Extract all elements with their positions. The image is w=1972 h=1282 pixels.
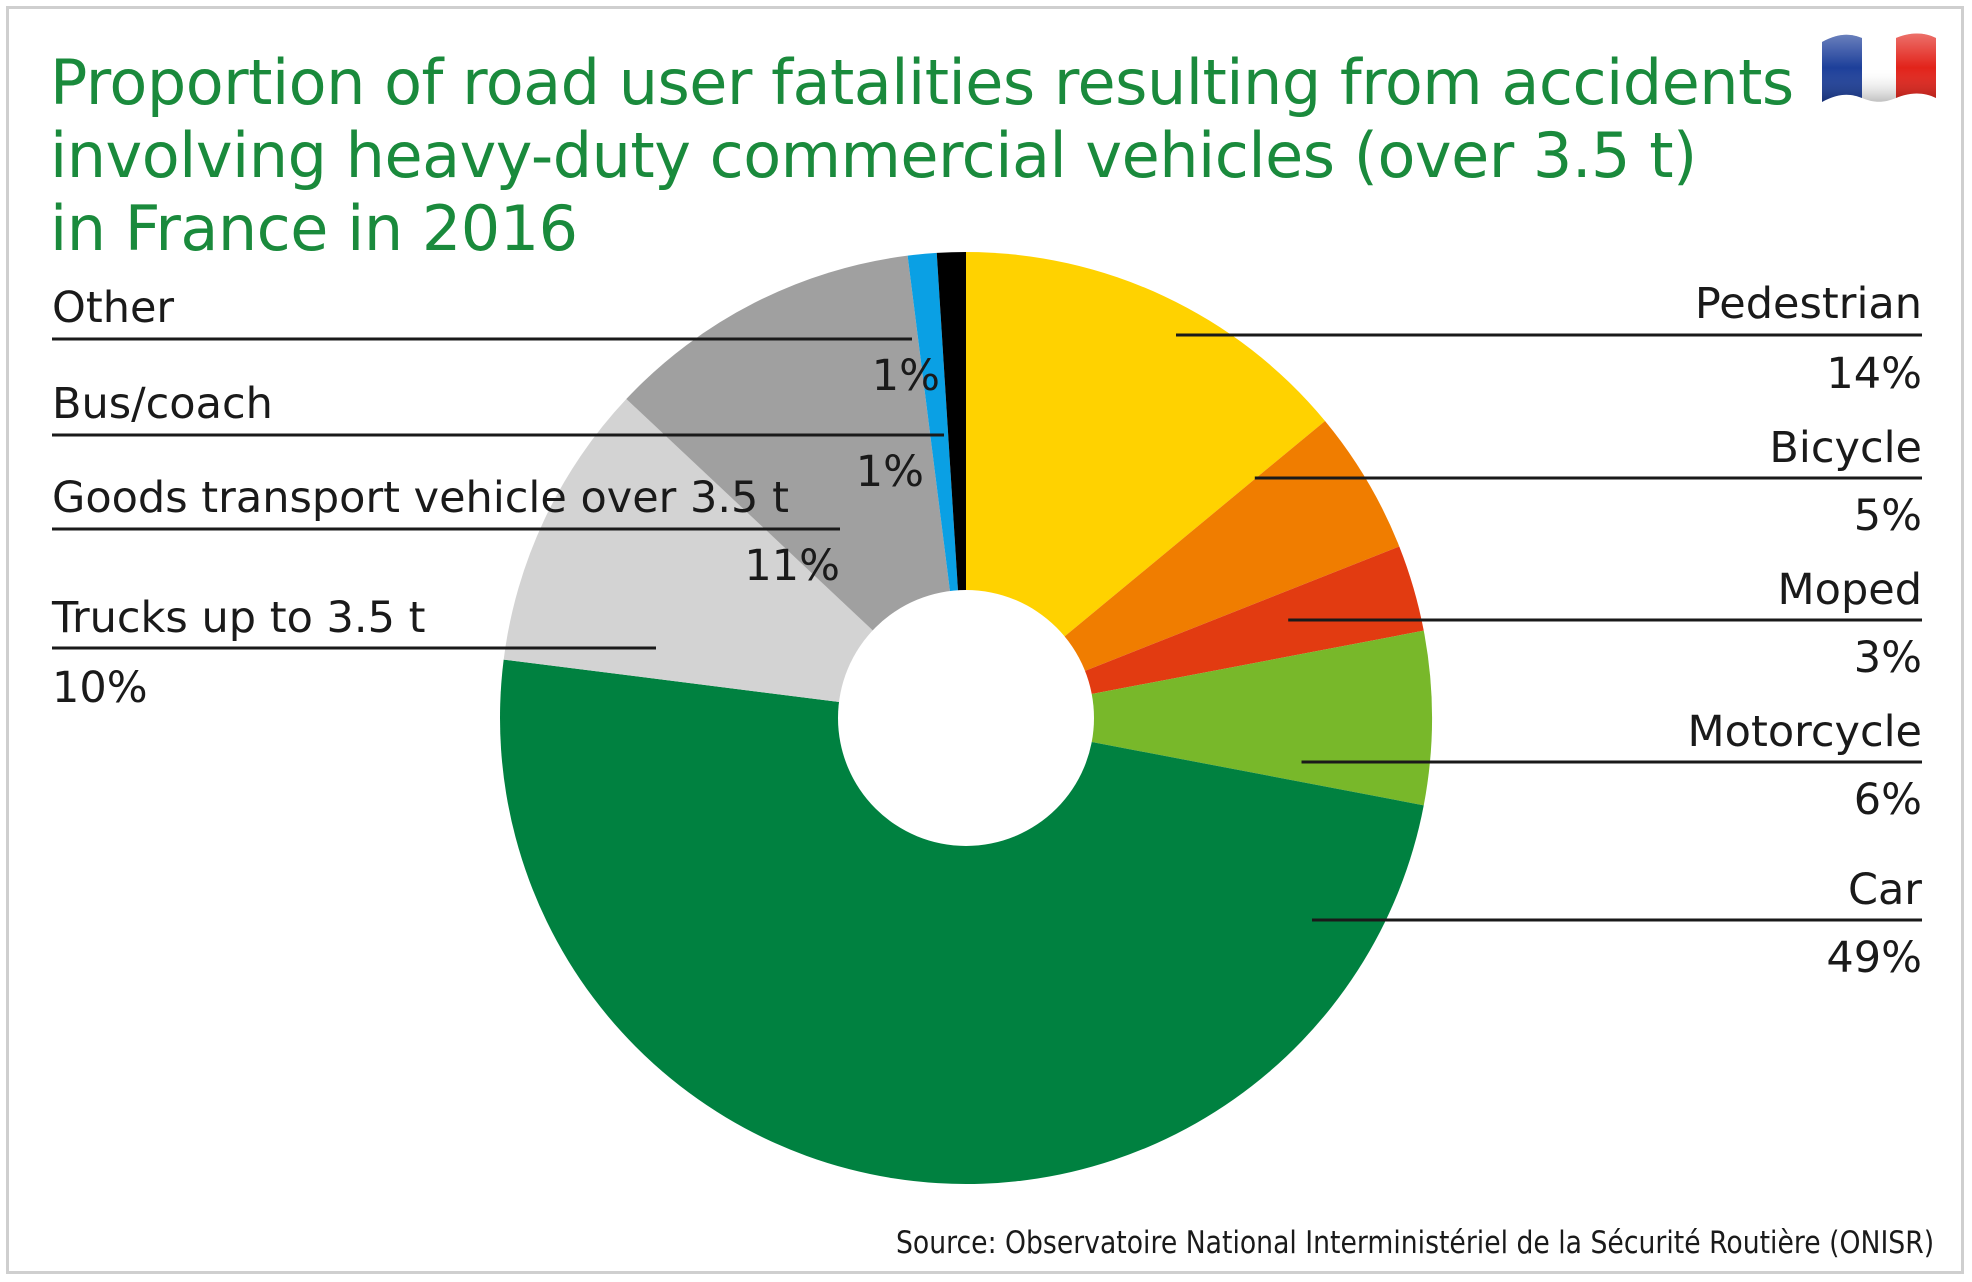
label-pedestrian: Pedestrian xyxy=(1695,279,1922,329)
slice-bicycle xyxy=(966,420,1400,718)
source-note: Source: Observatoire National Interminis… xyxy=(895,1225,1934,1261)
title-line-1: Proportion of road user fatalities resul… xyxy=(50,46,1794,119)
value-bus-coach: 1% xyxy=(856,447,924,497)
label-car: Car xyxy=(1848,865,1922,915)
slice-goods-transport-vehicle-over-3-5-t xyxy=(626,255,966,718)
label-bus-coach: Bus/coach xyxy=(52,379,273,429)
value-pedestrian: 14% xyxy=(1826,349,1922,399)
label-goods-transport-vehicle-over-3-5-t: Goods transport vehicle over 3.5 t xyxy=(52,473,789,523)
value-car: 49% xyxy=(1826,933,1922,983)
value-motorcycle: 6% xyxy=(1854,775,1922,825)
label-trucks-up-to-3-5-t: Trucks up to 3.5 t xyxy=(51,593,425,643)
value-other: 1% xyxy=(872,351,940,401)
title-line-2: involving heavy-duty commercial vehicles… xyxy=(50,119,1697,192)
label-motorcycle: Motorcycle xyxy=(1688,707,1922,757)
slice-trucks-up-to-3-5-t xyxy=(503,399,966,718)
label-moped: Moped xyxy=(1778,565,1922,615)
value-bicycle: 5% xyxy=(1854,491,1922,541)
value-goods-transport-vehicle-over-3-5-t: 11% xyxy=(744,541,840,591)
france-flag-icon xyxy=(1822,33,1936,102)
slice-pedestrian xyxy=(966,252,1326,718)
value-moped: 3% xyxy=(1854,633,1922,683)
value-trucks-up-to-3-5-t: 10% xyxy=(52,663,148,713)
slice-car xyxy=(500,659,1424,1184)
label-bicycle: Bicycle xyxy=(1769,423,1922,473)
donut-hole xyxy=(838,590,1094,846)
label-other: Other xyxy=(52,283,174,333)
chart-title: Proportion of road user fatalities resul… xyxy=(50,46,1794,265)
title-line-3: in France in 2016 xyxy=(50,192,578,265)
